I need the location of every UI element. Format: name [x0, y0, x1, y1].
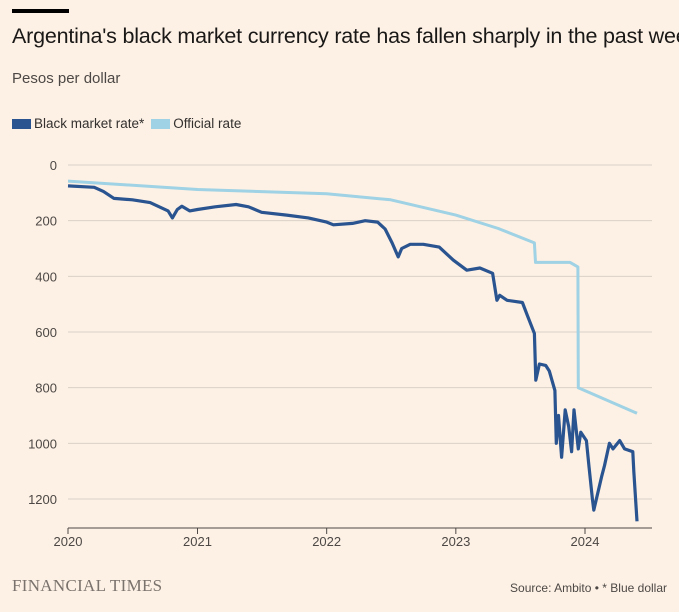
- y-tick-label: 1000: [28, 436, 57, 451]
- x-tick-label: 2022: [312, 534, 341, 549]
- ft-logo: FINANCIAL TIMES: [12, 576, 163, 595]
- y-tick-label: 400: [35, 269, 57, 284]
- chart-subtitle: Pesos per dollar: [12, 70, 121, 87]
- y-tick-label: 0: [50, 158, 57, 173]
- x-tick-label: 2021: [183, 534, 212, 549]
- y-tick-label: 600: [35, 325, 57, 340]
- official-rate-line: [67, 179, 638, 415]
- legend: Black market rate* Official rate: [12, 116, 248, 131]
- y-tick-label: 1200: [28, 492, 57, 507]
- legend-swatch-official: [151, 118, 171, 129]
- chart-title: Argentina's black market currency rate h…: [12, 24, 679, 48]
- source-note: Source: Ambito • * Blue dollar: [510, 581, 667, 595]
- y-tick-label: 800: [35, 381, 57, 396]
- x-tick-label: 2023: [441, 534, 470, 549]
- ft-top-bar: [12, 9, 69, 13]
- legend-label-black-market: Black market rate*: [34, 116, 145, 131]
- legend-label-official: Official rate: [173, 116, 242, 131]
- x-tick-label: 2024: [571, 534, 600, 549]
- black-market-rate-line: [67, 184, 639, 522]
- legend-item-black-market: Black market rate*: [12, 116, 144, 131]
- x-tick-label: 2020: [54, 534, 83, 549]
- y-tick-label: 200: [35, 214, 57, 229]
- legend-item-official: Official rate: [151, 116, 241, 131]
- legend-swatch-black-market: [12, 118, 31, 129]
